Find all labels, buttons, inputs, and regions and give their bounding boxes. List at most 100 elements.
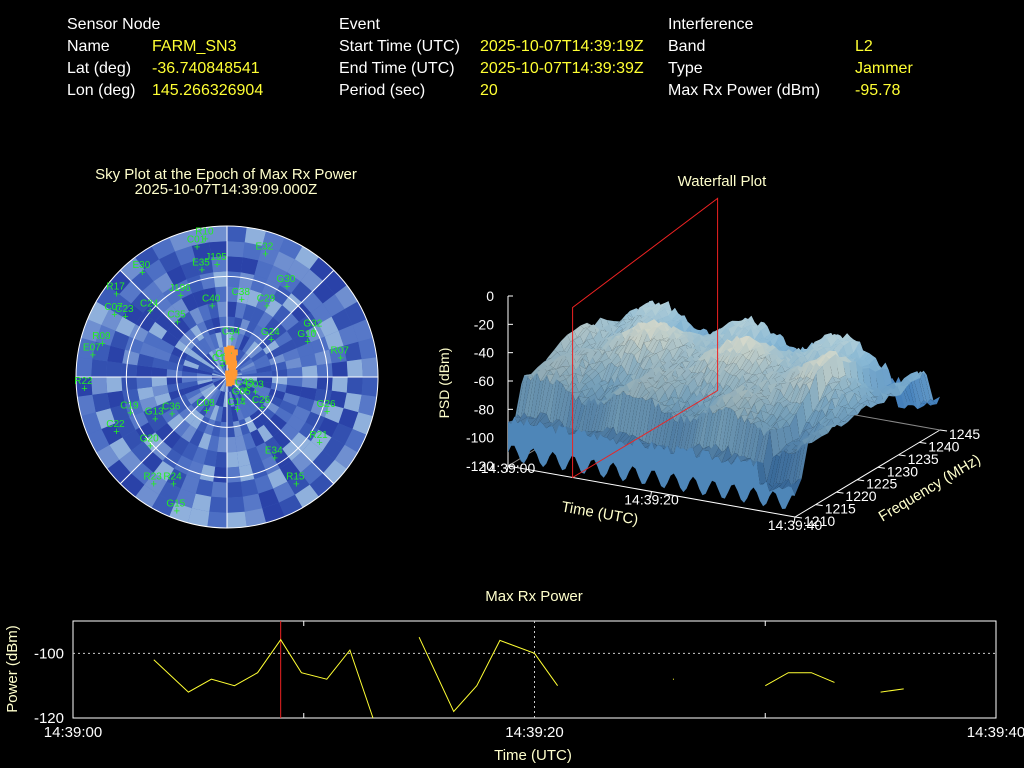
surface-facet	[552, 381, 563, 424]
sky-cell	[76, 357, 93, 377]
surface-facet	[603, 426, 614, 438]
surface-facet	[887, 383, 898, 395]
surface-facet	[715, 397, 726, 413]
surface-facet	[626, 379, 637, 392]
sky-cell	[279, 460, 301, 482]
satellite-label: C24	[140, 299, 159, 310]
surface-facet	[582, 349, 593, 355]
sky-cell	[81, 319, 102, 342]
surface-facet	[658, 403, 669, 412]
surface-facet	[741, 401, 752, 409]
surface-facet	[675, 367, 686, 379]
sky-cell	[215, 406, 224, 422]
surface-facet	[613, 318, 624, 325]
sky-cell	[191, 345, 206, 359]
sky-cell	[115, 316, 136, 337]
surface-facet	[717, 361, 727, 377]
surface-facet	[777, 380, 788, 384]
surface-facet	[747, 423, 758, 459]
surface-facet	[686, 418, 697, 454]
sky-cell	[230, 332, 239, 348]
surface-facet	[634, 328, 645, 347]
surface-facet	[795, 437, 806, 449]
surface-facet	[824, 345, 834, 353]
surface-facet	[773, 415, 784, 426]
sky-cell	[238, 318, 251, 336]
surface-facet	[795, 440, 806, 453]
sky-cell	[217, 301, 227, 318]
sky-cell	[273, 481, 295, 503]
surface-facet	[731, 326, 742, 337]
sky-cell	[271, 369, 288, 377]
surface-facet	[552, 419, 563, 434]
surface-facet	[602, 344, 612, 355]
sky-cell	[227, 331, 233, 348]
surface-facet	[782, 453, 793, 484]
surface-facet	[572, 358, 583, 372]
sky-cell	[279, 339, 297, 354]
surface-facet	[756, 431, 767, 465]
surface-facet	[688, 359, 699, 373]
sky-cell	[238, 335, 250, 351]
sky-cell	[153, 272, 175, 294]
satellite-marker: +	[239, 394, 245, 406]
surface-facet	[685, 348, 696, 359]
surface-facet	[713, 361, 724, 374]
sky-cell	[358, 394, 377, 417]
sky-cell	[87, 429, 110, 453]
sky-cell	[190, 412, 205, 430]
surface-facet	[672, 356, 683, 365]
sky-cell	[190, 324, 205, 342]
surface-facet	[579, 348, 590, 356]
surface-facet	[595, 351, 606, 364]
satellite-marker: +	[81, 383, 87, 395]
sky-cell	[238, 272, 255, 290]
surface-facet	[725, 398, 736, 408]
sky-cell	[196, 377, 212, 381]
surface-facet	[626, 314, 637, 320]
sky-cell	[191, 395, 206, 409]
surface-facet	[749, 359, 759, 375]
surface-facet	[841, 415, 852, 422]
satellite-label: G20	[140, 433, 159, 444]
surface-facet	[756, 461, 767, 485]
surface-facet	[717, 339, 728, 355]
surface-facet	[573, 325, 584, 338]
surface-facet	[702, 340, 713, 348]
surface-facet	[638, 439, 649, 444]
sky-cell	[95, 325, 116, 346]
surface-facet	[754, 321, 765, 331]
sky-cell	[187, 508, 210, 527]
surface-facet	[702, 446, 713, 452]
surface-facet	[737, 456, 748, 462]
sky-cell	[242, 337, 255, 353]
surface-facet	[710, 351, 721, 359]
sky-cell	[92, 392, 111, 413]
surface-facet	[693, 443, 703, 458]
surface-facet	[708, 344, 719, 347]
psd-tick-label: -80	[474, 401, 494, 417]
surface-facet	[671, 374, 682, 381]
satellite-marker: +	[262, 249, 268, 261]
surface-facet	[608, 336, 619, 351]
surface-facet	[637, 342, 647, 364]
satellite-label: G10	[297, 329, 316, 340]
surface-facet	[536, 375, 547, 418]
sky-cell	[169, 231, 192, 252]
surface-facet	[631, 322, 642, 334]
sky-cell	[219, 316, 227, 333]
azimuth-spoke	[226, 376, 335, 485]
surface-facet	[580, 339, 590, 349]
surface-facet	[674, 410, 684, 423]
surface-facet	[728, 325, 739, 337]
surface-facet	[776, 448, 787, 457]
surface-facet	[875, 368, 886, 393]
surface-facet	[556, 384, 566, 420]
surface-facet	[609, 324, 620, 334]
surface-facet	[780, 405, 790, 419]
surface-facet	[720, 339, 731, 355]
sky-cell	[76, 377, 93, 397]
surface-facet	[642, 381, 653, 389]
surface-facet	[614, 364, 625, 384]
